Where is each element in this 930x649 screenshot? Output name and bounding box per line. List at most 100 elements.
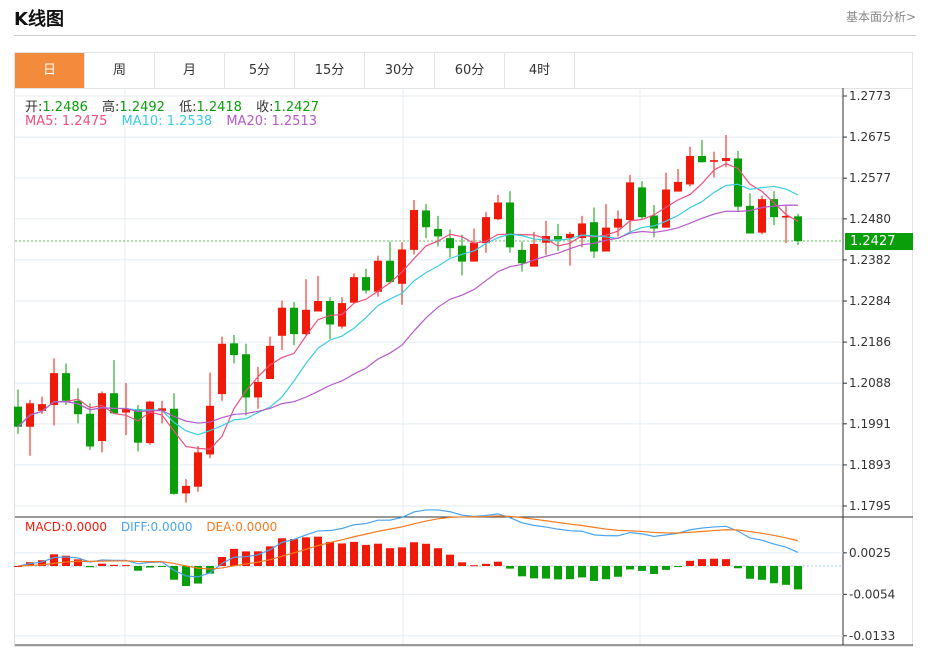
candle-up (254, 381, 262, 398)
tab-15min[interactable]: 15分 (295, 53, 365, 88)
macd-value: MACD:0.0000 (25, 520, 108, 534)
candle-up (686, 155, 694, 185)
y-tick-label: 1.2382 (849, 253, 891, 267)
macd-bar (554, 566, 562, 580)
macd-tick-label: -0.0054 (849, 587, 895, 601)
macd-tick-label: 0.0025 (849, 546, 891, 560)
macd-bar (254, 551, 262, 566)
tab-week[interactable]: 周 (85, 53, 155, 88)
candle-down (290, 307, 298, 335)
close-label: 收: (256, 100, 274, 115)
last-price-tag: 1.2427 (845, 233, 913, 250)
candle-up (374, 260, 382, 292)
macd-bar (242, 551, 250, 566)
divider (14, 35, 916, 36)
y-tick-label: 1.2284 (849, 294, 891, 308)
macd-bar (578, 566, 586, 578)
candle-up (674, 181, 682, 192)
macd-bar (326, 541, 334, 566)
page-title: K线图 (14, 9, 64, 30)
candle-up (722, 158, 730, 161)
period-tabs: 日 周 月 5分 15分 30分 60分 4时 (15, 53, 913, 89)
candle-down (74, 400, 82, 415)
candle-up (614, 218, 622, 228)
macd-bar (62, 555, 70, 566)
candle-down (110, 393, 118, 414)
macd-bar (74, 559, 82, 566)
ma20-value: MA20: 1.2513 (226, 114, 317, 129)
macd-bar (746, 566, 754, 579)
candle-down (794, 216, 802, 242)
candle-up (602, 227, 610, 252)
macd-bar (722, 559, 730, 566)
candle-up (158, 408, 166, 411)
fundamental-analysis-link[interactable]: 基本面分析> (845, 10, 916, 24)
candle-up (566, 233, 574, 239)
candle-down (518, 249, 526, 264)
macd-bar (14, 566, 22, 567)
macd-bar (158, 566, 166, 567)
macd-bar (794, 566, 802, 590)
macd-bar (50, 554, 58, 566)
macd-bar (782, 566, 790, 585)
macd-bar (362, 544, 370, 566)
candle-up (302, 309, 310, 335)
candle-down (230, 343, 238, 356)
macd-bar (446, 554, 454, 566)
candle-up (398, 249, 406, 284)
y-tick-label: 1.2088 (849, 376, 891, 390)
ma10-line (17, 183, 799, 436)
candle-down (638, 187, 646, 218)
open-label: 开: (25, 100, 43, 115)
candle-down (326, 301, 334, 325)
close-value: 1.2427 (273, 100, 319, 115)
macd-bar (122, 565, 130, 567)
candle-up (482, 217, 490, 244)
tab-60min[interactable]: 60分 (435, 53, 505, 88)
ma20-line (17, 204, 799, 428)
tab-month[interactable]: 月 (155, 53, 225, 88)
candle-up (38, 404, 46, 411)
tab-30min[interactable]: 30分 (365, 53, 435, 88)
open-value: 1.2486 (42, 100, 88, 115)
candle-down (650, 215, 658, 229)
macd-bar (506, 566, 514, 569)
chart-container (14, 52, 913, 647)
high-label: 高: (102, 100, 120, 115)
candle-up (122, 409, 130, 413)
ma10-value: MA10: 1.2538 (121, 114, 213, 129)
candle-down (422, 210, 430, 228)
macd-bar (638, 566, 646, 571)
candle-down (698, 155, 706, 163)
diff-value: DIFF:0.0000 (120, 520, 193, 534)
tab-day[interactable]: 日 (15, 53, 85, 88)
y-tick-label: 1.2480 (849, 212, 891, 226)
candle-up (710, 160, 718, 162)
y-tick-label: 1.1991 (849, 417, 891, 431)
candle-up (470, 242, 478, 262)
candle-up (50, 373, 58, 405)
candle-up (758, 199, 766, 233)
y-tick-label: 1.2773 (849, 89, 891, 103)
tab-5min[interactable]: 5分 (225, 53, 295, 88)
macd-bar (566, 566, 574, 580)
macd-bar (386, 548, 394, 566)
candle-down (446, 238, 454, 249)
ma-legend: MA5: 1.2475 MA10: 1.2538 MA20: 1.2513 (25, 114, 327, 129)
y-tick-label: 1.1795 (849, 499, 891, 513)
dea-value: DEA:0.0000 (206, 520, 278, 534)
candle-up (266, 345, 274, 379)
candle-up (350, 277, 358, 303)
candle-up (218, 343, 226, 395)
macd-bar (302, 537, 310, 566)
macd-bar (410, 542, 418, 566)
macd-bar (146, 566, 154, 568)
ohlc-legend: 开:1.2486 高:1.2492 低:1.2418 收:1.2427 (25, 96, 329, 115)
candle-up (314, 301, 322, 312)
candle-down (746, 205, 754, 234)
macd-bar (110, 564, 118, 566)
macd-bar (590, 566, 598, 581)
candle-up (494, 202, 502, 220)
tab-4hour[interactable]: 4时 (505, 53, 575, 88)
